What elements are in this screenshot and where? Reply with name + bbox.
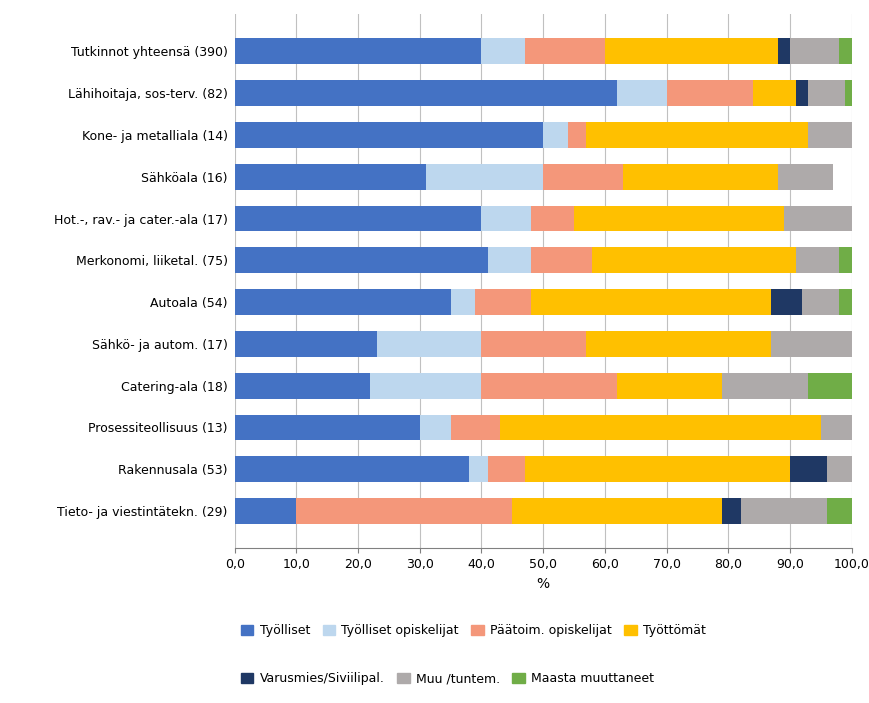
Bar — [420, 415, 450, 441]
Bar — [827, 498, 852, 524]
Bar — [475, 289, 531, 315]
Bar — [827, 456, 852, 482]
Bar — [790, 39, 839, 64]
Bar — [808, 122, 852, 148]
Bar — [235, 247, 488, 273]
Bar — [543, 122, 567, 148]
X-axis label: %: % — [536, 576, 550, 591]
Bar — [235, 164, 426, 190]
Bar — [587, 331, 772, 357]
Bar — [235, 331, 376, 357]
Bar — [574, 205, 784, 231]
Bar — [376, 331, 481, 357]
Bar — [481, 331, 587, 357]
Bar — [846, 80, 852, 106]
Bar — [778, 164, 833, 190]
Bar — [488, 456, 525, 482]
Bar — [235, 456, 469, 482]
Bar — [450, 415, 500, 441]
Bar — [450, 289, 475, 315]
Bar — [567, 122, 587, 148]
Bar — [481, 373, 617, 399]
Bar — [469, 456, 488, 482]
Bar — [796, 247, 839, 273]
Bar — [525, 456, 790, 482]
Bar — [543, 164, 623, 190]
Bar — [740, 498, 827, 524]
Bar — [235, 373, 370, 399]
Bar — [370, 373, 481, 399]
Bar — [722, 498, 740, 524]
Bar — [593, 247, 796, 273]
Bar — [667, 80, 753, 106]
Bar — [235, 289, 450, 315]
Bar — [617, 373, 722, 399]
Bar — [235, 415, 420, 441]
Bar — [839, 247, 852, 273]
Bar — [802, 289, 839, 315]
Bar — [235, 205, 481, 231]
Bar — [772, 289, 802, 315]
Bar — [296, 498, 512, 524]
Bar — [531, 247, 593, 273]
Bar — [839, 39, 852, 64]
Bar — [481, 205, 531, 231]
Bar — [722, 373, 808, 399]
Bar — [235, 80, 617, 106]
Bar — [790, 456, 827, 482]
Bar — [753, 80, 796, 106]
Bar — [587, 122, 808, 148]
Bar — [531, 289, 772, 315]
Bar — [784, 205, 852, 231]
Bar — [513, 498, 722, 524]
Bar — [605, 39, 778, 64]
Bar — [772, 331, 852, 357]
Legend: Varusmies/Siviilipal., Muu /tuntem., Maasta muuttaneet: Varusmies/Siviilipal., Muu /tuntem., Maa… — [241, 672, 654, 685]
Bar — [235, 498, 296, 524]
Bar — [839, 289, 852, 315]
Bar — [235, 122, 543, 148]
Bar — [808, 80, 846, 106]
Bar — [481, 39, 525, 64]
Bar — [778, 39, 790, 64]
Bar — [235, 39, 481, 64]
Bar — [500, 415, 821, 441]
Bar — [623, 164, 778, 190]
Bar — [525, 39, 605, 64]
Bar — [820, 415, 852, 441]
Bar — [488, 247, 531, 273]
Bar — [617, 80, 667, 106]
Bar — [531, 205, 574, 231]
Bar — [796, 80, 808, 106]
Bar — [808, 373, 852, 399]
Bar — [426, 164, 543, 190]
